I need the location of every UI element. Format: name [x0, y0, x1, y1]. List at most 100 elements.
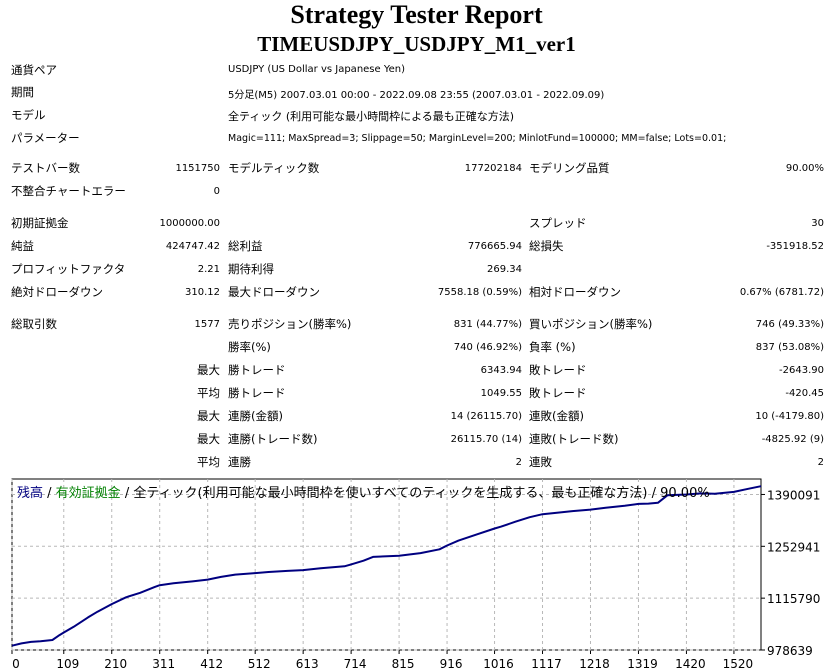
max-loss-value: -2643.90: [779, 365, 824, 376]
consec-loss-label: 連敗(金額): [529, 409, 584, 423]
report-subtitle: TIMEUSDJPY_USDJPY_M1_ver1: [257, 32, 576, 56]
lossrate-value: 837 (53.08%): [755, 342, 824, 353]
model-label: モデル: [11, 108, 46, 122]
report-title: Strategy Tester Report: [290, 0, 543, 29]
x-tick-label: 613: [296, 657, 319, 671]
consec-win-profit-label: 連勝(トレード数): [228, 432, 318, 446]
x-tick-label: 0: [12, 657, 20, 671]
avg-loss-label: 敗トレード: [529, 386, 587, 400]
avg-win-label: 勝トレード: [228, 386, 286, 400]
max-word-3: 最大: [197, 432, 220, 446]
x-tick-label: 210: [104, 657, 127, 671]
net-label: 純益: [11, 239, 34, 253]
max-dd-label: 最大ドローダウン: [228, 285, 320, 299]
total-value: 1577: [194, 319, 220, 330]
avg-word: 平均: [197, 386, 220, 400]
quality-label: モデリング品質: [529, 161, 610, 175]
spread-label: スプレッド: [529, 216, 587, 230]
x-tick-label: 1218: [579, 657, 610, 671]
gross-profit-label: 総利益: [228, 239, 263, 253]
caption-balance: 残高: [17, 486, 44, 501]
x-tick-label: 1016: [483, 657, 514, 671]
plot-frame: [11, 478, 762, 651]
deposit-value: 1000000.00: [159, 218, 220, 229]
net-value: 424747.42: [165, 241, 220, 252]
balance-chart: 0 109 210 311 412 512 613 714 815 916 1016 1117 1218…: [11, 478, 820, 671]
max-dd-value: 7558.18 (0.59%): [437, 287, 522, 298]
consec-loss-profit-value: -4825.92 (9): [761, 434, 824, 445]
avg-word-2: 平均: [197, 455, 220, 469]
bars-value: 1151750: [175, 163, 220, 174]
avg-loss-value: -420.45: [785, 388, 824, 399]
y-tick-label: 1252941: [767, 540, 820, 554]
x-tick-label: 714: [344, 657, 367, 671]
model-value: 全ティック (利用可能な最小時間枠による最も正確な方法): [228, 110, 515, 123]
mismatch-value: 0: [213, 186, 220, 197]
x-tick-label: 1520: [723, 657, 754, 671]
winrate-label: 勝率(%): [228, 340, 271, 354]
y-tick-label: 978639: [767, 644, 813, 658]
x-tick-label: 1319: [627, 657, 658, 671]
gross-loss-value: -351918.52: [766, 241, 824, 252]
chart-caption: 残高 / 有効証拠金 / 全ティック(利用可能な最小時間枠を使いすべてのティック…: [17, 482, 710, 501]
abs-dd-value: 310.12: [185, 287, 220, 298]
lossrate-label: 負率 (%): [529, 340, 576, 354]
x-tick-label: 412: [200, 657, 223, 671]
max-win-label: 勝トレード: [228, 363, 286, 377]
avg-consec-win-label: 連勝: [228, 455, 251, 469]
spread-value: 30: [811, 218, 824, 229]
abs-dd-label: 絶対ドローダウン: [11, 285, 103, 299]
consec-loss-value: 10 (-4179.80): [755, 411, 824, 422]
ticks-value: 177202184: [464, 163, 522, 174]
x-tick-label: 311: [152, 657, 175, 671]
winrate-value: 740 (46.92%): [453, 342, 522, 353]
deposit-label: 初期証拠金: [11, 216, 69, 230]
max-word: 最大: [197, 363, 220, 377]
rel-dd-value: 0.67% (6781.72): [739, 287, 824, 298]
avg-consec-win-value: 2: [515, 457, 522, 468]
x-tick-label: 916: [440, 657, 463, 671]
balance-line: [11, 485, 762, 647]
short-label: 売りポジション(勝率%): [228, 317, 352, 331]
max-word-2: 最大: [197, 409, 220, 423]
avg-consec-loss-value: 2: [817, 457, 824, 468]
y-tick-label: 1390091: [767, 488, 820, 502]
gross-loss-label: 総損失: [529, 239, 564, 253]
y-tick-label: 1115790: [767, 592, 820, 606]
short-value: 831 (44.77%): [453, 319, 522, 330]
consec-win-value: 14 (26115.70): [450, 411, 522, 422]
avg-win-value: 1049.55: [480, 388, 522, 399]
long-label: 買いポジション(勝率%): [529, 317, 653, 331]
caption-equity: 有効証拠金: [55, 486, 121, 501]
quality-value: 90.00%: [785, 163, 824, 174]
x-tick-label: 109: [56, 657, 79, 671]
pair-label: 通貨ペア: [11, 63, 57, 77]
period-value: 5分足(M5) 2007.03.01 00:00 - 2022.09.08 23…: [228, 90, 605, 101]
mismatch-label: 不整合チャートエラー: [11, 184, 126, 198]
expected-label: 期待利得: [228, 262, 274, 276]
avg-consec-loss-label: 連敗: [529, 455, 552, 469]
consec-loss-profit-label: 連敗(トレード数): [529, 432, 619, 446]
params-value: Magic=111; MaxSpread=3; Slippage=50; Mar…: [228, 133, 727, 144]
period-label: 期間: [11, 85, 34, 99]
x-tick-label: 512: [248, 657, 271, 671]
x-tick-label: 815: [392, 657, 415, 671]
consec-win-profit-value: 26115.70 (14): [450, 434, 522, 445]
x-tick-label: 1117: [531, 657, 562, 671]
expected-value: 269.34: [487, 264, 522, 275]
params-label: パラメーター: [11, 131, 80, 145]
bars-label: テストバー数: [11, 161, 80, 175]
rel-dd-label: 相対ドローダウン: [529, 285, 621, 299]
gross-profit-value: 776665.94: [467, 241, 522, 252]
total-label: 総取引数: [11, 317, 57, 331]
max-win-value: 6343.94: [480, 365, 522, 376]
pair-value: USDJPY (US Dollar vs Japanese Yen): [228, 64, 406, 75]
ticks-label: モデルティック数: [228, 161, 320, 175]
pf-value: 2.21: [197, 264, 220, 275]
consec-win-label: 連勝(金額): [228, 409, 283, 423]
long-value: 746 (49.33%): [755, 319, 824, 330]
max-loss-label: 敗トレード: [529, 363, 587, 377]
caption-rest: / 全ティック(利用可能な最小時間枠を使いすべてのティックを生成する、最も正確な…: [120, 486, 710, 501]
x-tick-label: 1420: [675, 657, 706, 671]
caption-separator: /: [43, 486, 56, 501]
